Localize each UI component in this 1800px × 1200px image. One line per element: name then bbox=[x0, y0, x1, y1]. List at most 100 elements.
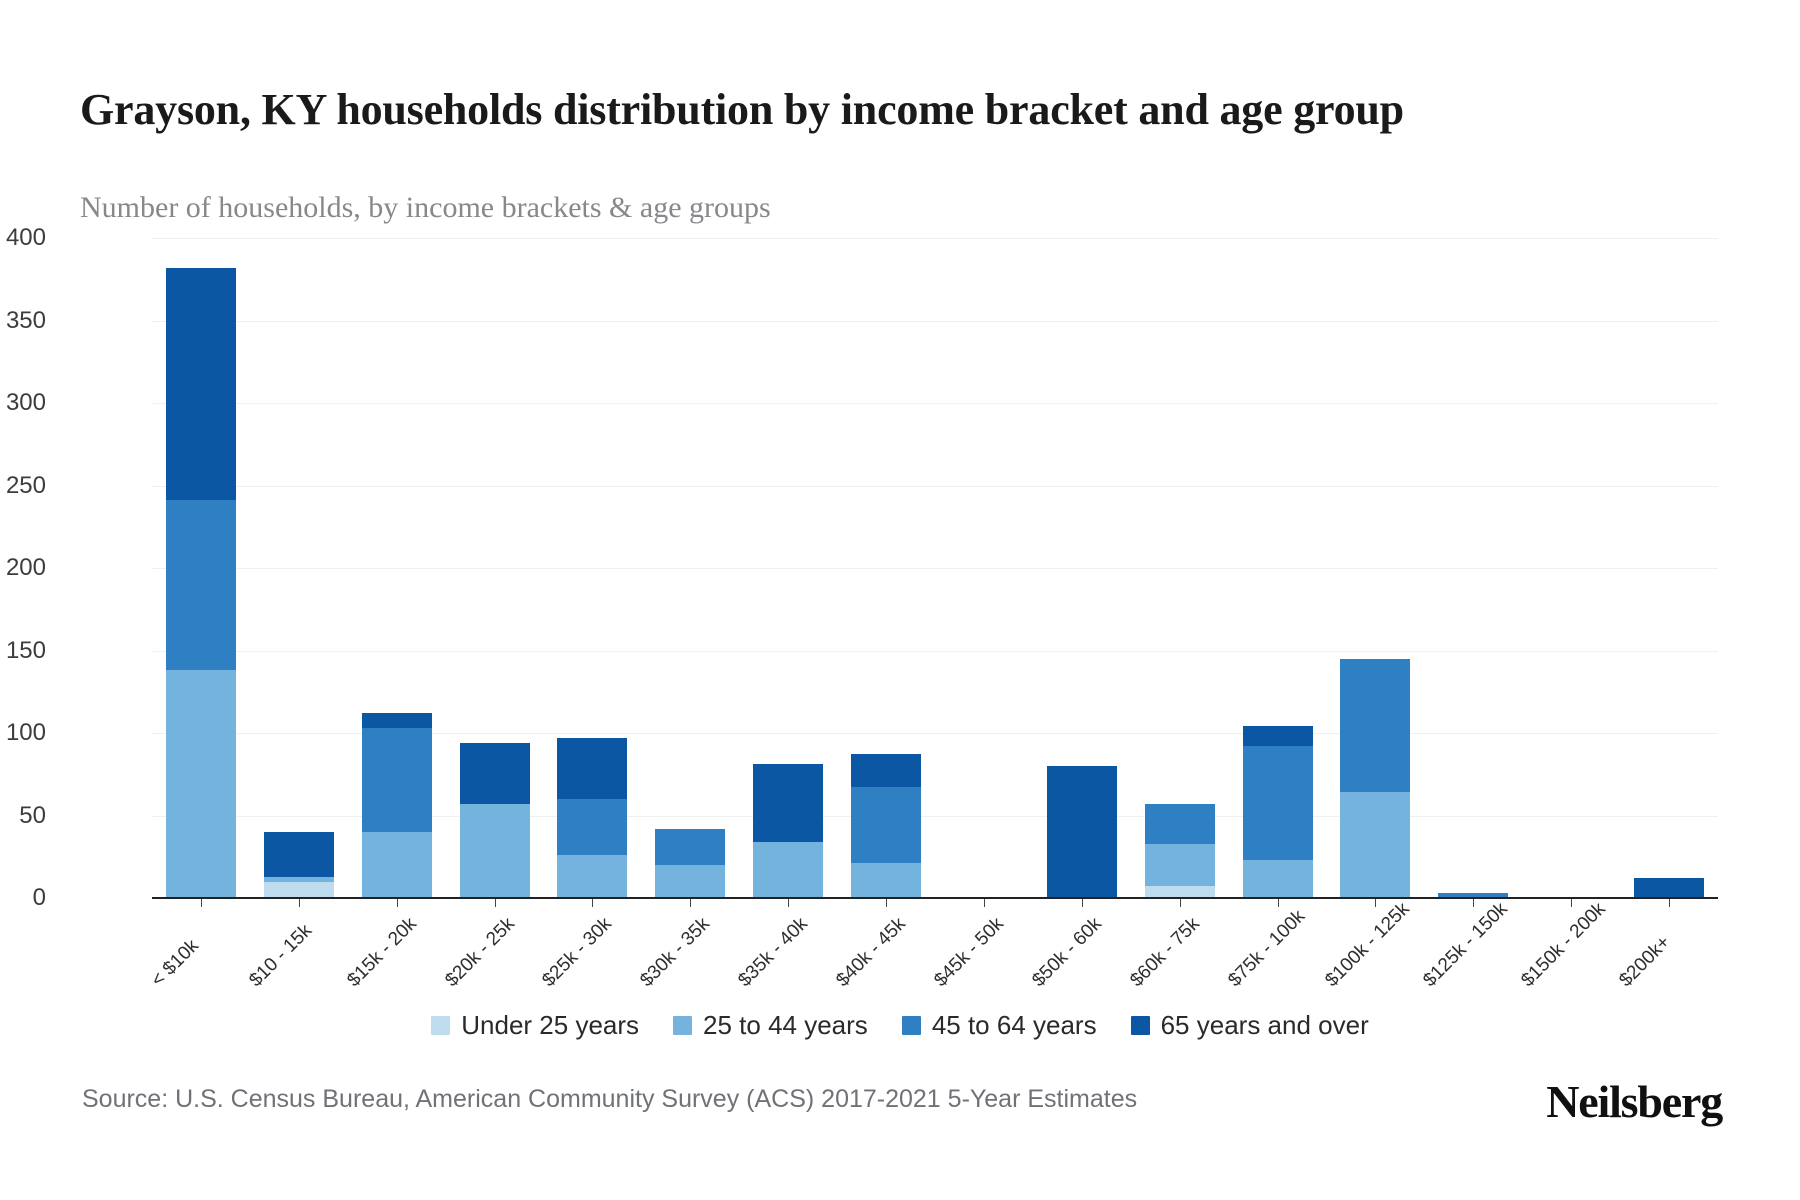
bar-stack[interactable] bbox=[557, 737, 628, 898]
bar-group[interactable]: $35k - 40k bbox=[734, 238, 837, 991]
bar-segment[interactable] bbox=[1242, 726, 1313, 747]
bar-segment[interactable] bbox=[1242, 746, 1313, 861]
bar-group[interactable]: $150k - 200k bbox=[1517, 238, 1620, 991]
bar-segment[interactable] bbox=[361, 728, 432, 832]
bar-group[interactable]: $20k - 25k bbox=[441, 238, 544, 991]
bar-group[interactable]: $25k - 30k bbox=[539, 238, 642, 991]
bar-segment[interactable] bbox=[1144, 843, 1215, 887]
legend-label: 25 to 44 years bbox=[703, 1010, 868, 1040]
x-axis-tick-mark bbox=[983, 898, 985, 907]
bar-group[interactable]: $15k - 20k bbox=[343, 238, 446, 991]
x-axis-tick-mark bbox=[592, 898, 594, 907]
bar-segment[interactable] bbox=[361, 832, 432, 898]
legend-swatch-icon bbox=[673, 1016, 693, 1035]
bar-stack[interactable] bbox=[1438, 893, 1509, 898]
bar-segment[interactable] bbox=[1144, 886, 1215, 898]
legend-item[interactable]: Under 25 years bbox=[431, 1010, 639, 1041]
bar-stack[interactable] bbox=[459, 742, 530, 898]
bar-segment[interactable] bbox=[459, 742, 530, 804]
x-axis-tick-label: < $10k bbox=[147, 935, 203, 992]
x-axis-tick-mark bbox=[494, 898, 496, 907]
gridline bbox=[152, 815, 1718, 817]
x-axis-tick-mark bbox=[788, 898, 790, 907]
bar-segment[interactable] bbox=[361, 713, 432, 729]
bar-segment[interactable] bbox=[1340, 658, 1411, 793]
bar-segment[interactable] bbox=[557, 855, 628, 898]
gridline bbox=[152, 403, 1718, 404]
x-axis-tick-mark bbox=[1473, 898, 1475, 907]
bar-stack[interactable] bbox=[851, 754, 922, 898]
x-axis-tick-label: $60k - 75k bbox=[1125, 913, 1204, 992]
bar-stack[interactable] bbox=[1242, 726, 1313, 898]
bar-segment[interactable] bbox=[459, 803, 530, 898]
x-axis-tick-mark bbox=[298, 898, 300, 907]
y-axis-tick-label: 100 bbox=[5, 719, 46, 746]
bar-stack[interactable] bbox=[1144, 803, 1215, 898]
bar-stack[interactable] bbox=[1634, 878, 1705, 898]
bar-stack[interactable] bbox=[361, 713, 432, 898]
bar-group[interactable]: $75k - 100k bbox=[1224, 238, 1327, 991]
bar-segment[interactable] bbox=[263, 881, 334, 898]
bar-stack[interactable] bbox=[1046, 766, 1117, 898]
bar-segment[interactable] bbox=[263, 832, 334, 877]
x-axis-tick-label: $10 - 15k bbox=[245, 920, 316, 992]
bar-segment[interactable] bbox=[1340, 792, 1411, 898]
legend-item[interactable]: 65 years and over bbox=[1130, 1010, 1369, 1041]
bar-segment[interactable] bbox=[263, 876, 334, 882]
legend-swatch-icon bbox=[901, 1016, 921, 1035]
x-axis-tick-mark bbox=[690, 898, 692, 907]
x-axis-tick-mark bbox=[1277, 898, 1279, 907]
bar-group[interactable]: $50k - 60k bbox=[1028, 238, 1131, 991]
bar-segment[interactable] bbox=[753, 841, 824, 898]
bar-segment[interactable] bbox=[753, 764, 824, 842]
bar-group[interactable]: $40k - 45k bbox=[832, 238, 935, 991]
bar-stack[interactable] bbox=[263, 832, 334, 898]
bar-segment[interactable] bbox=[1634, 878, 1705, 898]
bar-segment[interactable] bbox=[851, 787, 922, 864]
x-axis-tick-label: $20k - 25k bbox=[440, 913, 519, 992]
bar-segment[interactable] bbox=[851, 863, 922, 898]
bar-segment[interactable] bbox=[1144, 803, 1215, 844]
x-axis-tick-label: $15k - 20k bbox=[342, 913, 421, 992]
bar-segment[interactable] bbox=[1242, 860, 1313, 898]
x-axis-tick-mark bbox=[1571, 898, 1573, 907]
legend-label: 65 years and over bbox=[1160, 1010, 1369, 1040]
bar-group[interactable]: $30k - 35k bbox=[637, 238, 739, 991]
bar-segment[interactable] bbox=[557, 799, 628, 856]
y-axis-tick-label: 0 bbox=[32, 884, 46, 911]
bar-group[interactable]: $200k+ bbox=[1615, 238, 1718, 991]
x-axis-tick-label: $50k - 60k bbox=[1028, 913, 1106, 992]
bar-segment[interactable] bbox=[557, 737, 628, 800]
bar-group[interactable]: < $10k bbox=[147, 238, 250, 991]
bar-group[interactable]: $60k - 75k bbox=[1126, 238, 1229, 991]
bar-group[interactable]: $10 - 15k bbox=[245, 238, 348, 991]
bar-stack[interactable] bbox=[655, 828, 726, 898]
legend-item[interactable]: 25 to 44 years bbox=[673, 1010, 868, 1041]
bar-segment[interactable] bbox=[165, 267, 236, 501]
bar-segment[interactable] bbox=[165, 670, 236, 898]
bar-stack[interactable] bbox=[1340, 658, 1411, 898]
x-axis-line bbox=[152, 897, 1718, 899]
y-axis-tick-label: 150 bbox=[5, 636, 46, 664]
x-axis-tick-mark bbox=[886, 898, 888, 907]
x-axis-tick-label: $125k - 150k bbox=[1419, 898, 1513, 992]
bar-segment[interactable] bbox=[851, 754, 922, 788]
bar-group[interactable]: $100k - 125k bbox=[1322, 238, 1425, 991]
bar-segment[interactable] bbox=[655, 828, 726, 865]
bar-segment[interactable] bbox=[1438, 893, 1509, 898]
legend-swatch-icon bbox=[1130, 1016, 1150, 1035]
bar-segment[interactable] bbox=[165, 500, 236, 671]
bar-group[interactable]: $125k - 150k bbox=[1420, 238, 1522, 991]
legend-label: 45 to 64 years bbox=[931, 1010, 1097, 1040]
bar-segment[interactable] bbox=[655, 865, 726, 898]
bar-group[interactable]: $45k - 50k bbox=[930, 238, 1033, 991]
legend-label: Under 25 years bbox=[461, 1010, 640, 1040]
source-note: Source: U.S. Census Bureau, American Com… bbox=[82, 1085, 1138, 1113]
y-axis-tick-label: 350 bbox=[5, 306, 46, 334]
page-title: Grayson, KY households distribution by i… bbox=[80, 85, 1404, 135]
bar-segment[interactable] bbox=[1046, 766, 1117, 898]
bar-stack[interactable] bbox=[753, 764, 824, 898]
bar-stack[interactable] bbox=[165, 267, 236, 898]
x-axis-tick-label: $150k - 200k bbox=[1517, 898, 1610, 992]
legend-item[interactable]: 45 to 64 years bbox=[901, 1010, 1097, 1041]
